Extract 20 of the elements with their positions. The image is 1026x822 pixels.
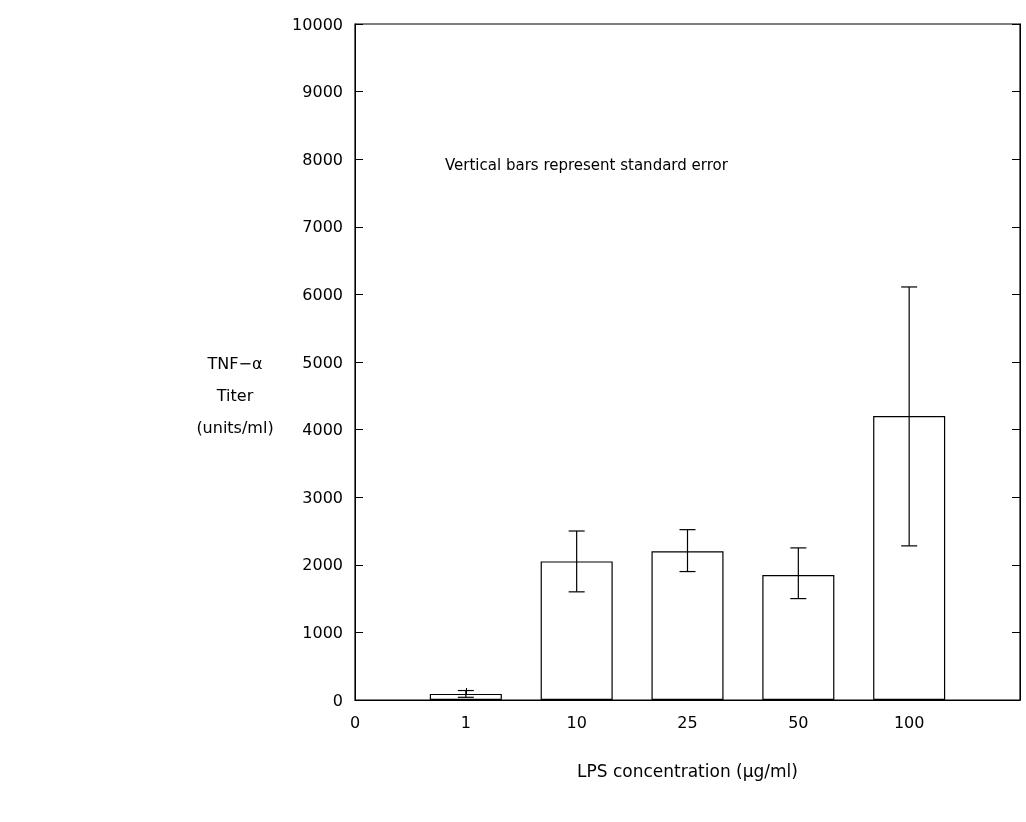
y-tick-label: 5000: [302, 352, 343, 372]
y-tick-label: 7000: [302, 217, 343, 237]
y-tick-label: 8000: [302, 149, 343, 169]
y-tick-label: 1000: [302, 622, 343, 642]
y-tick-label: 6000: [302, 284, 343, 304]
x-tick-label: 25: [677, 712, 698, 732]
y-axis-title: TNF−α Titer (units/ml): [196, 353, 274, 437]
y-tick-label: 4000: [302, 420, 343, 440]
x-tick-label: 0: [349, 712, 361, 732]
y-tick-label: 0: [332, 690, 343, 710]
x-axis-title: LPS concentration (μg/ml): [577, 760, 798, 781]
annotation: Vertical bars represent standard error: [445, 155, 729, 174]
y-tick-label: 2000: [302, 555, 343, 575]
y-tick-label: 10000: [292, 14, 343, 34]
x-tick-label: 100: [893, 712, 925, 732]
x-tick-label: 1: [460, 712, 471, 732]
x-tick-label: 50: [788, 712, 809, 732]
y-tick-label: 3000: [302, 487, 343, 507]
x-tick-label: 10: [566, 712, 587, 732]
y-tick-label: 9000: [302, 82, 343, 102]
